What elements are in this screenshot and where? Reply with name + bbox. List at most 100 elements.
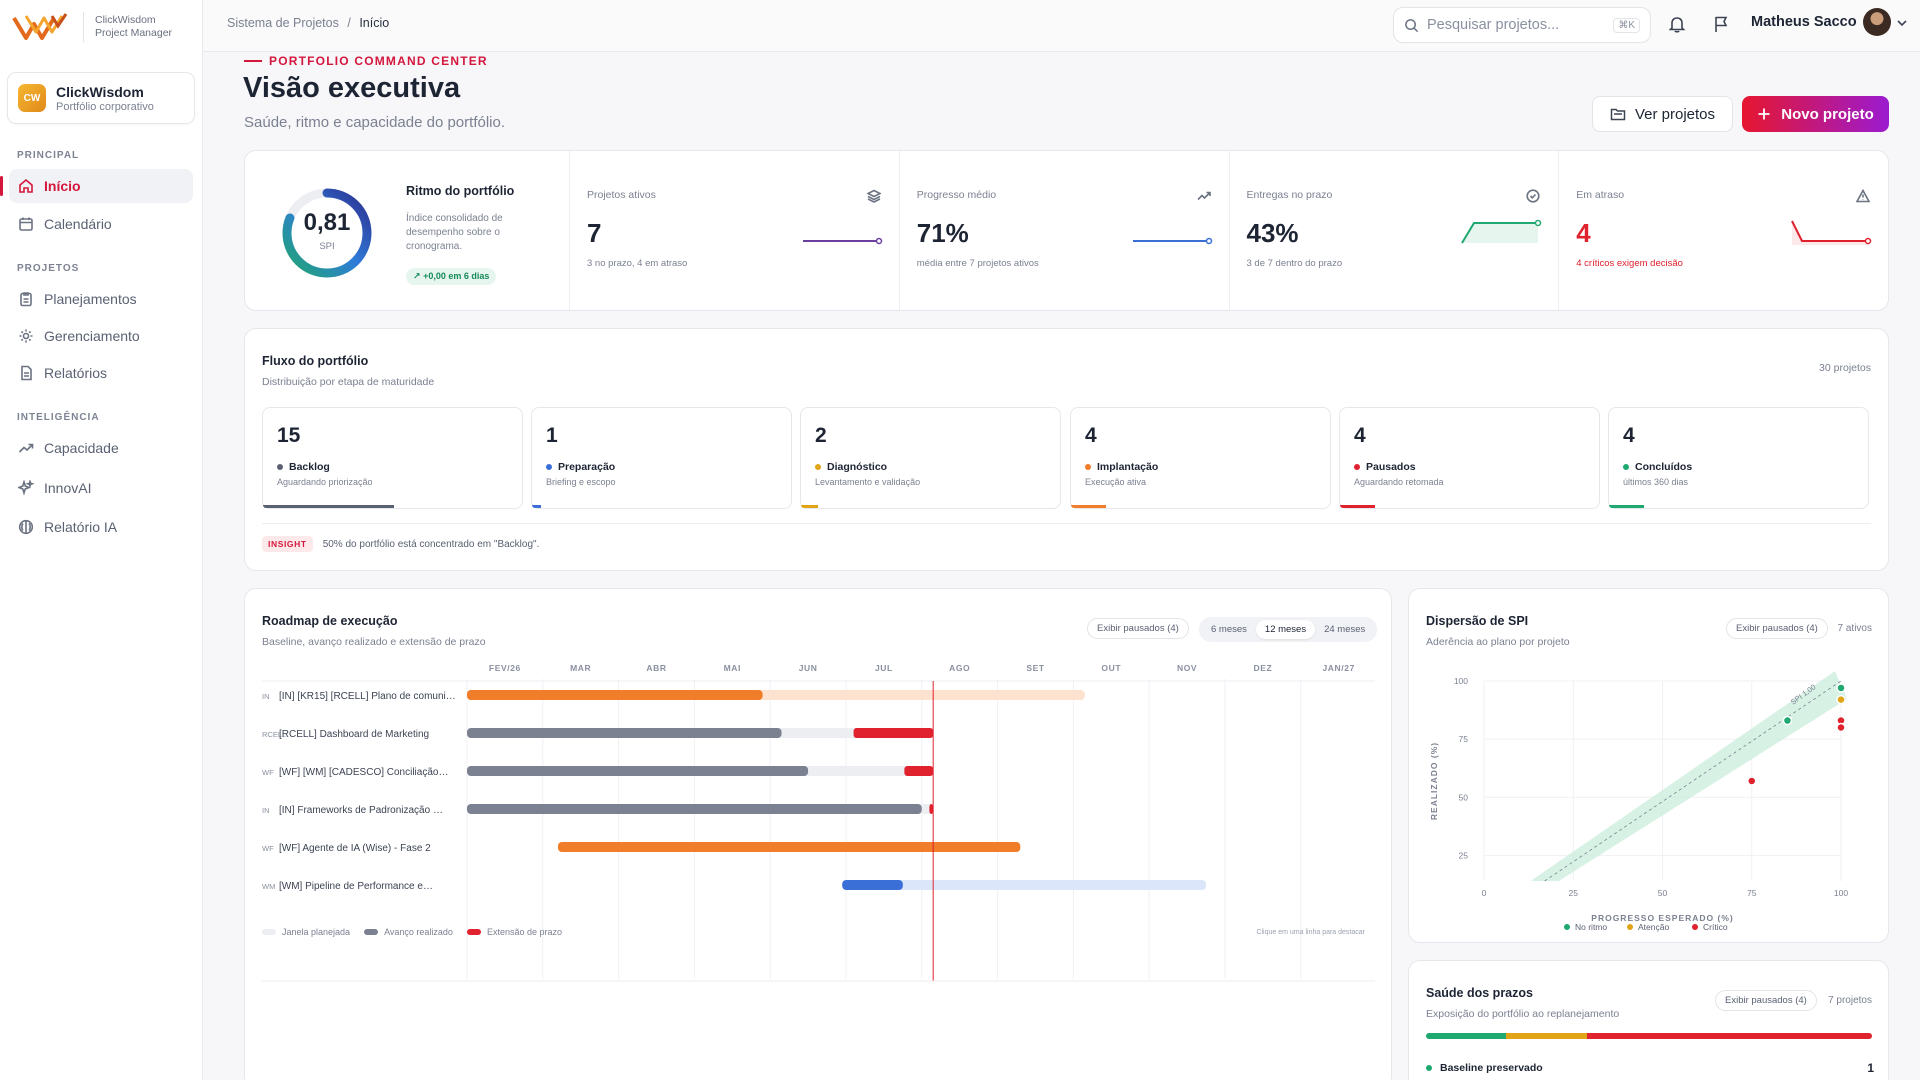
view-projects-label: Ver projetos: [1634, 105, 1716, 123]
clipboard-icon: [20, 292, 32, 307]
home-icon: [19, 178, 33, 193]
x-tick-label: 0: [1482, 888, 1487, 898]
y-tick-label: 25: [1459, 850, 1469, 860]
brand-logo-icon: [12, 13, 68, 40]
kpi-progresso-medio[interactable]: Progresso médio 71% média entre 7 projet…: [900, 151, 1230, 310]
bar-progress: [467, 728, 782, 738]
search-box[interactable]: Pesquisar projetos... ⌘K: [1393, 7, 1651, 43]
scatter-count: 7 ativos: [1837, 623, 1872, 634]
legend-swatch-planned: [262, 929, 276, 935]
avatar[interactable]: [1863, 8, 1891, 36]
stage-count: 2: [815, 424, 827, 447]
bar-progress: [842, 880, 903, 890]
legend-dot: [1627, 924, 1633, 930]
chevron-down-icon[interactable]: [1895, 16, 1909, 30]
stage-pausados[interactable]: 4 Pausados Aguardando retomada: [1339, 407, 1600, 509]
month-label: ABR: [646, 663, 666, 673]
sidebar-item-gerenciamento[interactable]: Gerenciamento: [9, 319, 193, 353]
deadline-segment: [1586, 1033, 1872, 1039]
month-label: DEZ: [1253, 663, 1272, 673]
bell-icon[interactable]: [1667, 14, 1687, 34]
range-24m[interactable]: 24 meses: [1324, 624, 1366, 635]
new-project-button[interactable]: Novo projeto: [1742, 96, 1889, 132]
brand-name: ClickWisdom: [95, 14, 156, 26]
status-dot: [546, 464, 552, 470]
stage-desc: Aguardando priorização: [277, 477, 373, 487]
stage-bar: [801, 505, 818, 508]
scatter-point: [1782, 715, 1793, 726]
brand[interactable]: ClickWisdom Project Manager: [0, 0, 202, 54]
stage-bar: [532, 505, 541, 508]
legend-swatch-done: [364, 929, 379, 935]
kpi-sub: 3 de 7 dentro do prazo: [1246, 258, 1343, 269]
status-dot: [815, 464, 821, 470]
sidebar-item-label: Capacidade: [44, 440, 119, 456]
layers-icon: [866, 189, 881, 203]
month-label: MAI: [724, 663, 741, 673]
sidebar-item-inicio[interactable]: Início: [0, 169, 193, 203]
y-tick-label: 100: [1454, 676, 1468, 686]
spi-description: Índice consolidado de desempenho sobre o…: [406, 213, 503, 252]
stage-count: 4: [1085, 424, 1097, 447]
show-paused-button[interactable]: Exibir pausados (4): [1087, 618, 1189, 639]
sidebar-item-label: InnovAI: [44, 480, 92, 496]
stage-preparacao[interactable]: 1 Preparação Briefing e escopo: [531, 407, 792, 509]
legend-dot: [1564, 924, 1570, 930]
range-6m[interactable]: 6 meses: [1211, 624, 1247, 635]
kpi-entregas-prazo[interactable]: Entregas no prazo 43% 3 de 7 dentro do p…: [1230, 151, 1560, 310]
sidebar-item-relatorios[interactable]: Relatórios: [9, 356, 193, 390]
kpi-value: 71%: [916, 218, 969, 248]
scatter-show-paused-button[interactable]: Exibir pausados (4): [1726, 618, 1828, 639]
search-input[interactable]: Pesquisar projetos...: [1427, 17, 1560, 33]
row-tag: WF: [262, 844, 274, 853]
kpi-em-atraso[interactable]: Em atraso 4 4 críticos exigem decisão: [1559, 151, 1888, 310]
stage-desc: Briefing e escopo: [546, 477, 616, 487]
stage-name: Concluídos: [1635, 461, 1693, 473]
kpi-projetos-ativos[interactable]: Projetos ativos 7 3 no prazo, 4 em atras…: [570, 151, 900, 310]
sidebar-item-relatorio-ia[interactable]: Relatório IA: [9, 510, 193, 544]
month-label: SET: [1026, 663, 1045, 673]
org-switcher[interactable]: CW ClickWisdom Portfólio corporativo: [7, 72, 195, 124]
breadcrumb-current: Início: [359, 16, 390, 30]
stage-count: 15: [277, 424, 301, 447]
deadlines-title: Saúde dos prazos: [1426, 986, 1533, 1000]
user-name[interactable]: Matheus Sacco: [1751, 14, 1857, 30]
stage-name: Diagnóstico: [827, 461, 888, 473]
kpi-sparkline: [1132, 237, 1212, 245]
stage-diagnostico[interactable]: 2 Diagnóstico Levantamento e validação: [800, 407, 1061, 509]
legend-done: Avanço realizado: [384, 927, 453, 937]
deadlines-card: Saúde dos prazos Exposição do portfólio …: [1408, 960, 1889, 1080]
status-dot: [1623, 464, 1629, 470]
flag-icon[interactable]: [1711, 14, 1731, 34]
row-label: [IN] Frameworks de Padronização …: [279, 805, 443, 816]
stage-desc: Execução ativa: [1085, 477, 1147, 487]
legend-planned: Janela planejada: [282, 927, 351, 937]
sidebar-item-capacidade[interactable]: Capacidade: [9, 431, 193, 465]
sidebar-item-planejamentos[interactable]: Planejamentos: [9, 282, 193, 316]
deadlines-show-paused-button[interactable]: Exibir pausados (4): [1715, 990, 1817, 1011]
sidebar-item-calendario[interactable]: Calendário: [9, 207, 193, 241]
y-tick-label: 50: [1459, 792, 1469, 802]
sidebar-item-innovai[interactable]: InnovAI: [9, 471, 193, 505]
status-dot: [277, 464, 283, 470]
roadmap-title: Roadmap de execução: [262, 614, 398, 628]
range-12m[interactable]: 12 meses: [1255, 620, 1316, 639]
view-projects-button[interactable]: Ver projetos: [1592, 96, 1733, 132]
kpi-label: Entregas no prazo: [1246, 189, 1333, 201]
month-label: NOV: [1177, 663, 1197, 673]
sidebar-item-label: Relatório IA: [44, 519, 118, 535]
range-selector: 6 meses 12 meses 24 meses: [1199, 617, 1378, 642]
row-tag: RCELL: [262, 730, 286, 739]
row-label: [WF] Agente de IA (Wise) - Fase 2: [279, 843, 431, 854]
scatter-title: Dispersão de SPI: [1426, 614, 1529, 628]
month-label: OUT: [1101, 663, 1121, 673]
stage-implantacao[interactable]: 4 Implantação Execução ativa: [1070, 407, 1331, 509]
stage-bar: [1071, 505, 1106, 508]
breadcrumb-root[interactable]: Sistema de Projetos: [227, 16, 339, 30]
sidebar-item-label: Gerenciamento: [44, 328, 140, 344]
stage-backlog[interactable]: 15 Backlog Aguardando priorização: [262, 407, 523, 509]
org-subtitle: Portfólio corporativo: [56, 100, 154, 113]
stage-concluidos[interactable]: 4 Concluídos últimos 360 dias: [1608, 407, 1869, 509]
kpi-sub: média entre 7 projetos ativos: [916, 258, 1039, 269]
